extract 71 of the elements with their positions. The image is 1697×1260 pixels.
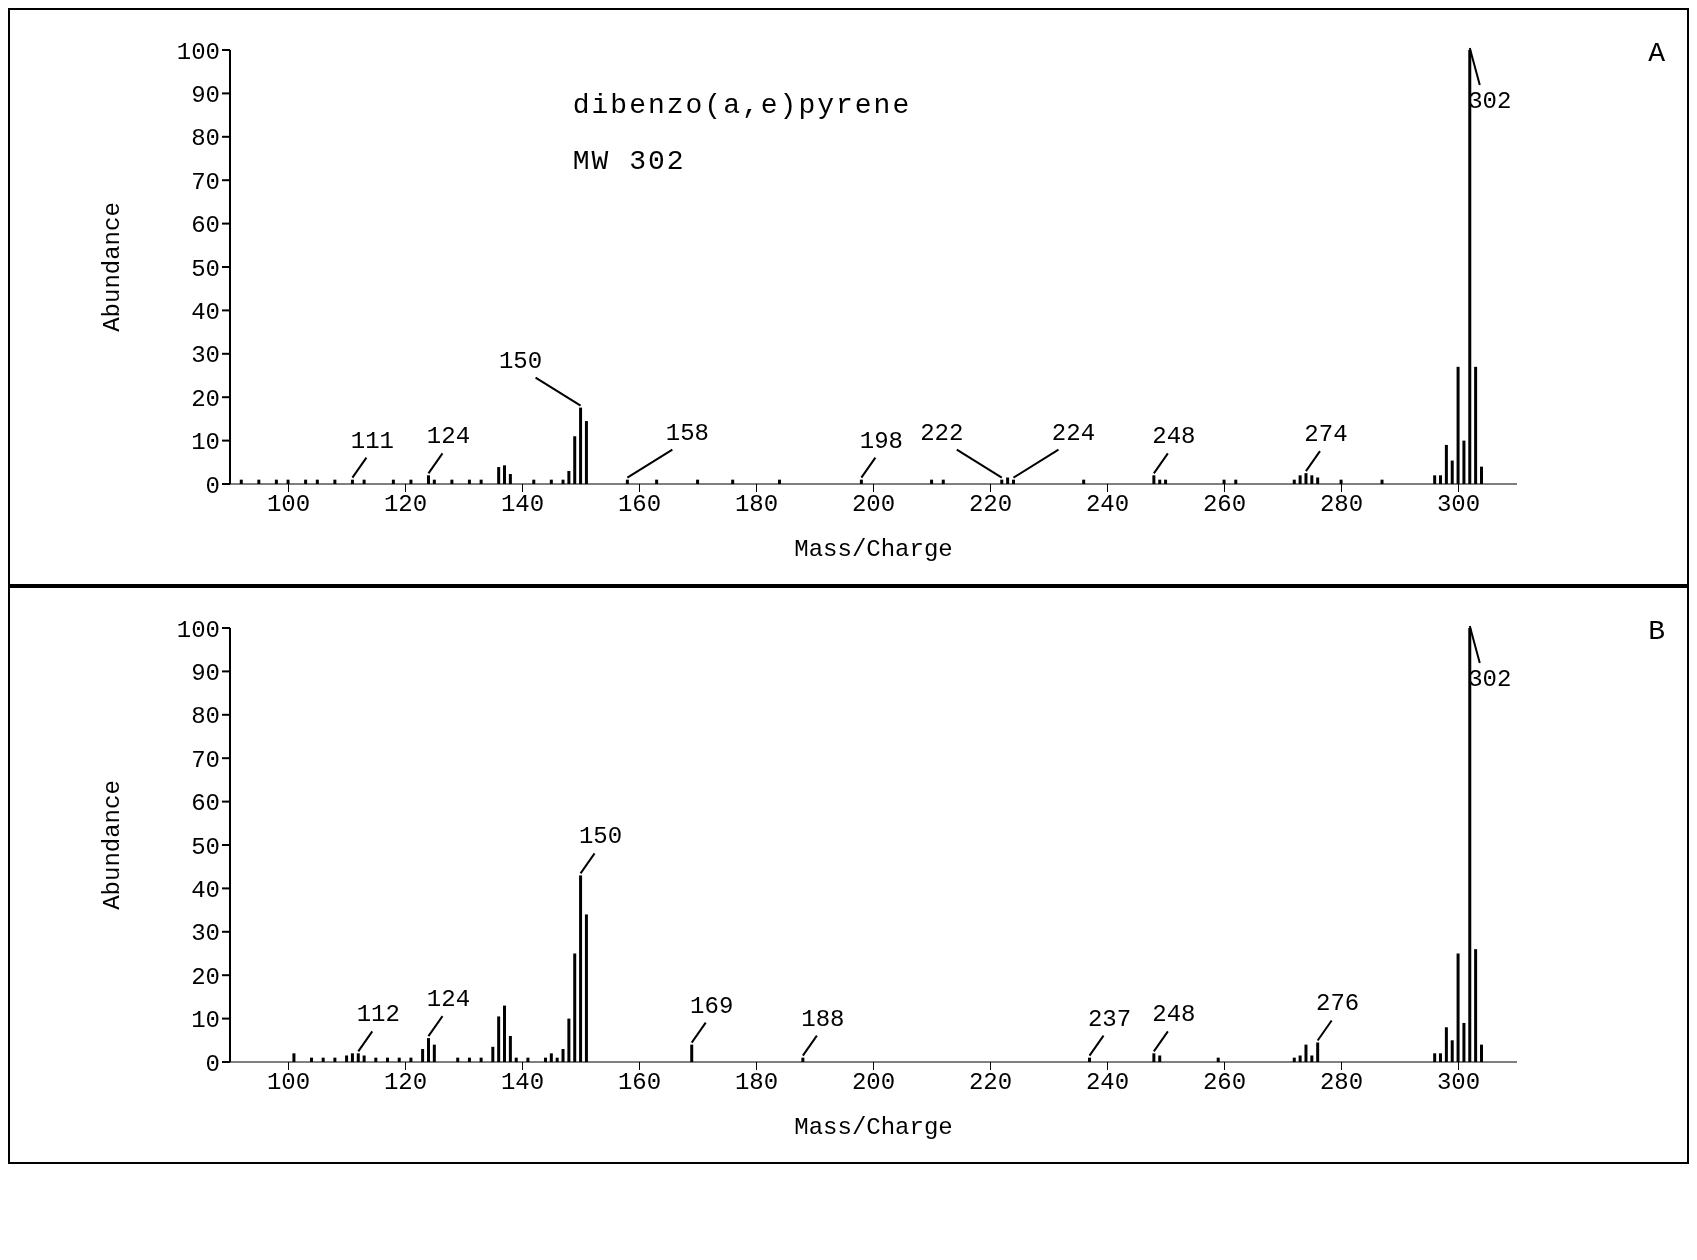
x-tick-label: 280 [1319, 1069, 1364, 1097]
x-tick-label: 120 [383, 491, 428, 519]
x-tick-label: 260 [1202, 491, 1247, 519]
x-tick-label: 300 [1436, 491, 1481, 519]
y-tick-label: 90 [191, 659, 220, 687]
text: A [1648, 38, 1665, 69]
annotation: 112 [356, 1001, 400, 1029]
annotation: 124 [426, 986, 471, 1014]
y-tick-label: 10 [191, 1007, 220, 1035]
y-tick-label: 10 [191, 429, 220, 457]
y-tick-label: 30 [191, 342, 220, 370]
y-tick-label: 50 [191, 255, 220, 283]
annotation: 222 [920, 419, 964, 447]
x-tick-label: 200 [851, 1069, 896, 1097]
annotation: 198 [859, 427, 903, 455]
annotation: 111 [350, 427, 395, 455]
y-axis-title: Abundance [98, 202, 126, 332]
x-tick-label: 280 [1319, 491, 1364, 519]
annotation: 169 [690, 992, 734, 1020]
x-tick-label: 180 [734, 491, 779, 519]
x-tick-label: 140 [500, 491, 545, 519]
annotation: dibenzo(a,e)pyrene [572, 90, 912, 121]
y-tick-label: 90 [191, 81, 220, 109]
x-tick-label: 180 [734, 1069, 779, 1097]
x-tick-label: 240 [1085, 491, 1130, 519]
annotation: 158 [665, 419, 709, 447]
annotation: 224 [1051, 419, 1096, 447]
x-axis-title: Mass/Charge [794, 536, 953, 563]
y-tick-label: 60 [191, 790, 220, 818]
x-tick-label: 220 [968, 491, 1013, 519]
x-tick-label: 300 [1436, 1069, 1481, 1097]
y-tick-label: 30 [191, 920, 220, 948]
y-tick-label: 20 [191, 385, 220, 413]
x-tick-label: 100 [266, 491, 311, 519]
y-axis-title: Abundance [98, 780, 126, 910]
y-tick-label: 40 [191, 876, 220, 904]
y-tick-label: 80 [191, 125, 220, 153]
x-tick-label: 140 [500, 1069, 545, 1097]
x-tick-label: 220 [968, 1069, 1013, 1097]
x-tick-label: 120 [383, 1069, 428, 1097]
annotation: 188 [801, 1005, 845, 1033]
x-tick-label: 100 [266, 1069, 311, 1097]
y-tick-label: 0 [205, 472, 220, 500]
y-tick-label: 80 [191, 703, 220, 731]
annotation: 237 [1087, 1005, 1132, 1033]
annotation: MW 302 [572, 146, 686, 177]
x-tick-label: 260 [1202, 1069, 1247, 1097]
text: B [1648, 616, 1665, 647]
annotation: 248 [1152, 423, 1196, 451]
y-tick-label: 0 [205, 1050, 220, 1078]
y-tick-label: 100 [176, 616, 220, 644]
annotation: 302 [1468, 88, 1512, 115]
annotation: 248 [1152, 1001, 1196, 1029]
y-tick-label: 60 [191, 212, 220, 240]
annotation: 276 [1316, 990, 1360, 1018]
annotation: 302 [1468, 666, 1512, 693]
y-tick-label: 40 [191, 298, 220, 326]
annotation: 150 [578, 823, 623, 851]
annotation: 124 [426, 423, 471, 451]
y-tick-label: 70 [191, 168, 220, 196]
x-tick-label: 240 [1085, 1069, 1130, 1097]
x-tick-label: 160 [617, 1069, 662, 1097]
y-tick-label: 50 [191, 833, 220, 861]
x-tick-label: 160 [617, 491, 662, 519]
y-tick-label: 100 [176, 38, 220, 66]
annotation: 274 [1304, 421, 1348, 449]
y-tick-label: 20 [191, 963, 220, 991]
x-axis-title: Mass/Charge [794, 1114, 953, 1141]
x-tick-label: 200 [851, 491, 896, 519]
y-tick-label: 70 [191, 746, 220, 774]
annotation: 150 [498, 347, 543, 375]
